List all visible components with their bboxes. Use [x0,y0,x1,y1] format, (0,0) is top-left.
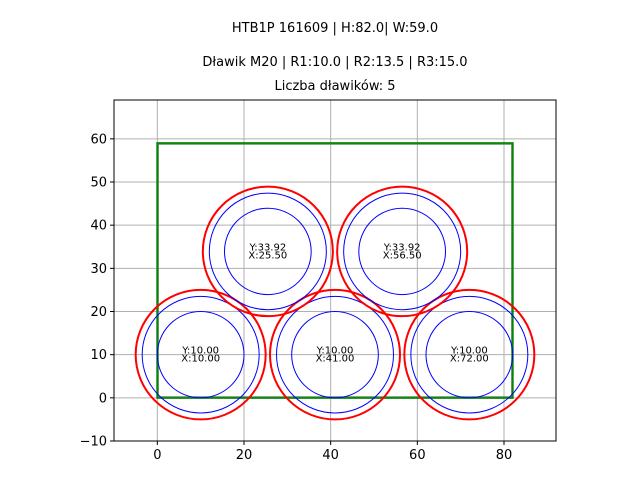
gland-1-r1-circle [156,311,245,399]
gland-4-label-y: Y:33.92 [248,242,286,253]
gland-5-label-y: Y:33.92 [383,242,421,253]
y-tick-label: −10 [80,435,107,450]
plot-content: Y:10.00X:10.00Y:10.00X:41.00Y:10.00X:72.… [134,142,536,421]
y-tick-label: 20 [90,305,107,320]
plot-area: Y:10.00X:10.00Y:10.00X:41.00Y:10.00X:72.… [80,99,557,463]
gland-1-r3-circle [134,288,267,421]
axes-frame [113,99,557,442]
gland-5-label-x: X:56.50 [383,250,422,261]
gland-5-r1-circle [358,207,446,296]
gland-3-r3-circle [403,288,536,421]
y-tick-label: 50 [90,176,107,191]
x-tick-label: 0 [153,448,161,463]
gland-4-label-x: X:25.50 [248,250,287,261]
gland-2-r3-circle [269,288,401,421]
gland-3-label-y: Y:10.00 [450,346,488,357]
enclosure-inner-outline [157,143,513,398]
gland-1-label-y: Y:10.00 [181,346,219,357]
gland-5-r2-circle [343,192,462,311]
y-tick-label: 10 [90,348,107,363]
y-tick-label: 30 [90,262,107,277]
gland-4-r2-circle [208,192,327,311]
gland-2-r1-circle [291,311,379,399]
gland-1-r2-circle [141,295,260,414]
gland-1-label-x: X:10.00 [181,354,220,365]
gland-3-label-x: X:72.00 [450,354,489,365]
gland-5-r3-circle [336,185,469,318]
y-tick-label: 0 [99,391,107,406]
gland-2-label-x: X:41.00 [316,354,355,365]
gland-2-label-y: Y:10.00 [316,346,354,357]
x-tick-label: 60 [409,448,426,463]
chart-title-line-1: HTB1P 161609 | H:82.0| W:59.0 [232,21,438,36]
gland-3-r2-circle [410,295,529,414]
x-tick-label: 40 [322,448,339,463]
y-tick-label: 60 [90,132,107,147]
chart-title-line-3: Liczba dławików: 5 [274,79,395,94]
x-tick-label: 20 [236,448,253,463]
gland-4-r3-circle [201,185,334,318]
gland-3-r1-circle [425,311,514,399]
y-tick-label: 40 [90,219,107,234]
gland-4-r1-circle [224,207,312,296]
x-tick-label: 80 [496,448,513,463]
chart-title-line-2: Dławik M20 | R1:10.0 | R2:13.5 | R3:15.0 [202,55,467,70]
gland-2-r2-circle [276,295,394,414]
